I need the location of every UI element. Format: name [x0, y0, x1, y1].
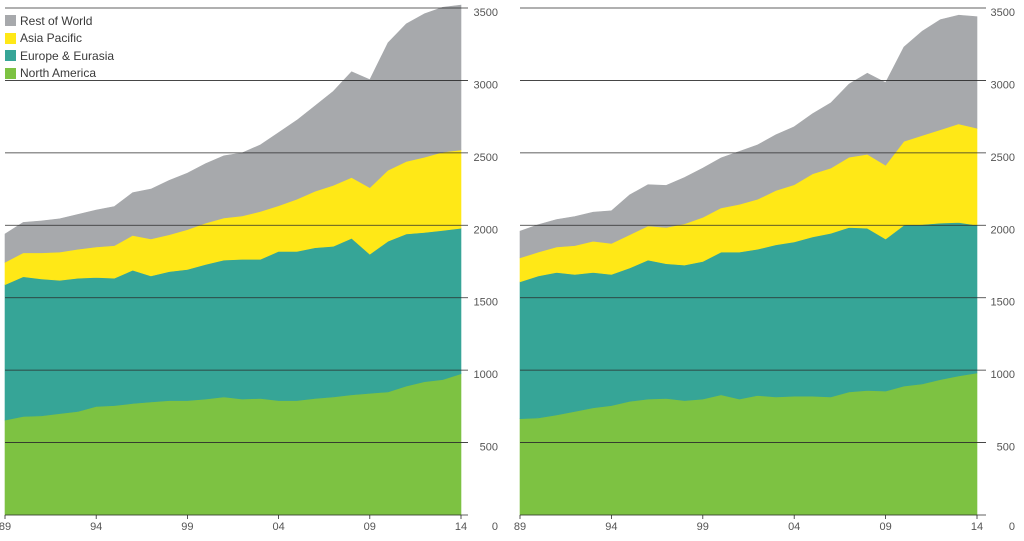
y-tick-label: 3000 [474, 79, 498, 91]
x-tick-label: 89 [0, 521, 11, 533]
x-tick-label: 14 [455, 521, 467, 533]
legend-label: Rest of World [20, 13, 93, 28]
y-tick-label: 1000 [474, 369, 498, 381]
area-series-rest-of-world [519, 14, 978, 259]
x-tick-label: 09 [364, 521, 376, 533]
legend-label: North America [20, 66, 97, 81]
y-tick-label: 2000 [474, 224, 498, 236]
area-series-rest-of-world [4, 4, 462, 263]
y-tick-label: 3500 [991, 7, 1015, 19]
legend-item: Europe & Eurasia [5, 47, 114, 65]
legend-label: Europe & Eurasia [20, 48, 115, 63]
y-tick-label: 3000 [991, 79, 1015, 91]
legend-item: Asia Pacific [5, 30, 114, 48]
legend-label: Asia Pacific [20, 31, 83, 46]
y-tick-label: 2500 [474, 152, 498, 164]
y-tick-label: 500 [480, 442, 498, 454]
legend-swatch [5, 32, 16, 44]
x-tick-label: 09 [879, 521, 891, 533]
y-tick-label: 2500 [991, 152, 1015, 164]
y-tick-label: 2000 [991, 224, 1015, 236]
chart-panel-right: 0 500 1000 1500 2000 2500 3000 3500 89 94 99 04 09 14 [514, 7, 1015, 533]
y-tick-label: 1500 [474, 297, 498, 309]
y-tick-label: 500 [997, 442, 1015, 454]
legend-item: Rest of World [5, 12, 114, 30]
x-tick-label: 99 [181, 521, 193, 533]
legend: Rest of World Asia Pacific Europe & Eura… [5, 12, 114, 82]
x-tick-label: 99 [697, 521, 709, 533]
legend-swatch [5, 50, 16, 62]
x-tick-label: 94 [605, 521, 617, 533]
x-tick-label: 14 [971, 521, 983, 533]
legend-swatch [5, 67, 16, 79]
y-tick-label: 3500 [474, 7, 498, 19]
y-tick-label: 1500 [991, 297, 1015, 309]
x-tick-label: 04 [272, 521, 284, 533]
y-tick-label: 0 [492, 521, 498, 533]
x-tick-label: 89 [514, 521, 526, 533]
y-tick-label: 0 [1009, 521, 1015, 533]
x-tick-label: 04 [788, 521, 800, 533]
legend-item: North America [5, 65, 114, 83]
legend-swatch [5, 15, 16, 27]
y-tick-label: 1000 [991, 369, 1015, 381]
chart-panel-left: 0 500 1000 1500 2000 2500 3000 3500 89 94 99 04 09 14 [0, 4, 498, 533]
x-tick-label: 94 [90, 521, 102, 533]
